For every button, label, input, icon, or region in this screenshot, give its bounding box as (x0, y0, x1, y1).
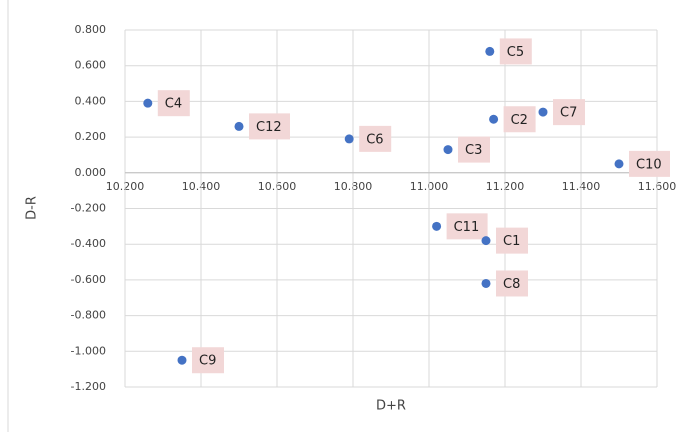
point (234, 121, 244, 131)
point (481, 278, 491, 288)
y-tick-label: -1.200 (71, 380, 106, 393)
point-label: C1 (503, 234, 520, 249)
label-box (503, 106, 536, 133)
point-label: C4 (165, 97, 182, 112)
point-label: C7 (560, 106, 577, 121)
point-label: C5 (507, 45, 524, 60)
y-tick-label: -0.400 (71, 237, 106, 250)
point (177, 355, 187, 365)
label-box (496, 227, 528, 254)
y-tick-label: 0.200 (75, 130, 107, 143)
y-tick-label: 0.000 (75, 166, 107, 179)
point (432, 221, 442, 231)
point-label: C12 (256, 120, 282, 135)
point (481, 236, 491, 246)
point-label: C2 (511, 113, 528, 128)
label-box (496, 270, 528, 297)
point-label: C6 (366, 132, 383, 147)
point (614, 159, 624, 169)
label-box (446, 213, 488, 240)
point-label: C9 (199, 354, 216, 369)
point-label: C10 (636, 157, 662, 172)
point (489, 114, 499, 124)
point-label: C11 (454, 220, 480, 235)
label-box (499, 38, 532, 65)
label-box (629, 150, 670, 177)
point-label: C3 (465, 143, 482, 158)
y-tick-label: -0.800 (71, 309, 106, 322)
label-box (359, 125, 392, 152)
label-box (249, 113, 290, 140)
y-tick-label: 0.400 (75, 94, 107, 107)
y-tick-label: -0.600 (71, 273, 106, 286)
y-tick-label: 0.600 (75, 59, 107, 72)
label-box (192, 347, 224, 374)
y-tick-label: -0.200 (71, 202, 106, 215)
point-label: C8 (503, 277, 520, 292)
label-box (458, 136, 490, 163)
point (143, 98, 153, 108)
point (538, 107, 548, 117)
point (485, 46, 495, 56)
point (344, 134, 354, 144)
label-box (553, 99, 585, 126)
y-axis-title: D-R (25, 196, 40, 220)
y-tick-label: -1.000 (71, 344, 106, 357)
point (443, 145, 453, 155)
x-axis-title: D+R (376, 399, 406, 414)
y-tick-label: 0.800 (75, 23, 107, 36)
label-box (157, 90, 190, 117)
